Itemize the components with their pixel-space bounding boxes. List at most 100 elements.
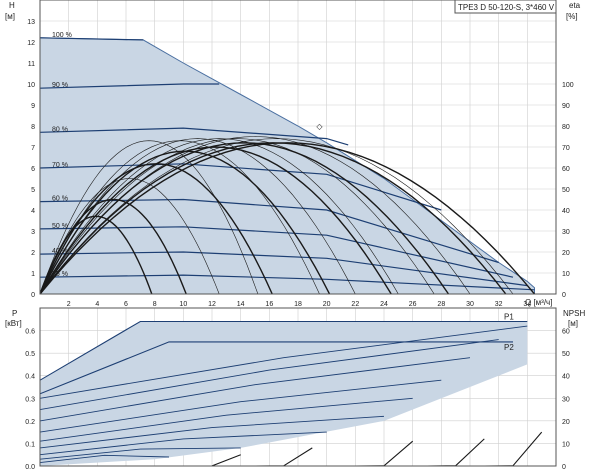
speed-label: 25 % <box>52 271 68 278</box>
y-right-tick-label: 90 <box>562 103 570 110</box>
npsh-tick-label: 20 <box>562 419 570 426</box>
speed-label: 70 % <box>52 162 68 169</box>
head-efficiency-chart: 100 %90 %80 %70 %60 %50 %40 %25 % 2 4 6 8 10… <box>5 0 581 308</box>
x-tick-label: 30 <box>466 301 474 308</box>
operating-point-marker: ◇ <box>316 122 323 131</box>
power-curve <box>40 431 327 456</box>
efficiency-curve <box>40 138 514 294</box>
x-axis-label: Q [м³/ч] <box>525 298 552 307</box>
y-right-tick-label: 30 <box>562 229 570 236</box>
speed-curve-60 <box>40 198 499 264</box>
x-axis-ticks: 2 4 6 8 10 12 14 16 18 20 22 24 26 28 30 32 34 <box>67 301 532 308</box>
power-curve <box>40 454 170 464</box>
npsh-tick-label: 0 <box>562 464 566 471</box>
power-curve <box>40 357 471 422</box>
x-tick-label: 26 <box>409 301 417 308</box>
p-axis-unit: [кВт] <box>5 319 22 328</box>
efficiency-curve <box>40 140 259 294</box>
efficiency-curve <box>40 138 435 294</box>
npsh-axis-unit: [м] <box>568 319 578 328</box>
y-right-tick-label: 60 <box>562 166 570 173</box>
x-tick-label: 16 <box>265 301 273 308</box>
speed-curve-50 <box>40 226 514 278</box>
y-right-tick-label: 40 <box>562 208 570 215</box>
speed-curve-100 <box>40 37 144 41</box>
p-tick-label: 0.0 <box>25 464 35 471</box>
p-tick-label: 0.4 <box>25 374 35 381</box>
x-tick-label: 24 <box>380 301 388 308</box>
y-left-tick-label: 11 <box>28 61 35 68</box>
speed-label: 40 % <box>52 248 68 255</box>
speed-curve-40 <box>40 251 528 287</box>
speed-label: 50 % <box>52 223 68 230</box>
power-curve <box>40 379 442 433</box>
npsh-tick-label: 50 <box>562 351 570 358</box>
series-label-P1: P1 <box>504 313 514 322</box>
y-left-tick-label: 6 <box>31 166 35 173</box>
y-left-tick-label: 1 <box>31 271 35 278</box>
y-left-tick-label: 10 <box>27 82 35 89</box>
x-tick-label: 14 <box>237 301 245 308</box>
npsh-tick-label: 10 <box>562 441 570 448</box>
power-curves <box>40 320 528 464</box>
x-tick-label: 6 <box>124 301 128 308</box>
p-tick-label: 0.6 <box>25 329 35 336</box>
y-left-tick-label: 0 <box>31 292 35 299</box>
y-left-tick-label: 8 <box>31 124 35 131</box>
x-tick-label: 8 <box>153 301 157 308</box>
p-tick-label: 0.1 <box>25 441 35 448</box>
power-curve-P1 <box>40 320 528 381</box>
x-tick-label: 10 <box>179 301 187 308</box>
x-tick-label: 12 <box>208 301 216 308</box>
speed-curves <box>40 37 536 294</box>
power-curve <box>40 325 528 399</box>
speed-curve-25 <box>40 274 535 291</box>
npsh-axis-label: NPSH <box>563 309 585 318</box>
y-right-tick-label: 80 <box>562 124 570 131</box>
y-right-tick-label: 50 <box>562 187 570 194</box>
speed-curve-70 <box>40 163 442 211</box>
efficiency-curve <box>40 138 356 294</box>
speed-curve-90 <box>40 83 220 89</box>
series-label-P2: P2 <box>504 343 514 352</box>
efficiency-curve <box>40 178 220 294</box>
x-tick-label: 20 <box>323 301 331 308</box>
y-left-tick-label: 13 <box>27 19 35 26</box>
y-right-tick-label: 100 <box>562 82 574 89</box>
p-axis-ticks: 0.0 0.1 0.2 0.3 0.4 0.5 0.6 <box>25 329 35 471</box>
y-left-tick-label: 12 <box>27 40 35 47</box>
x-tick-label: 32 <box>495 301 503 308</box>
power-npsh-chart: 0.0 0.1 0.2 0.3 0.4 0.5 0.6 0 10 20 30 40 50 60 P1 P2… <box>5 307 585 471</box>
series-labels: P1 P2 <box>504 313 514 352</box>
p-tick-label: 0.5 <box>25 351 35 358</box>
efficiency-curve <box>40 198 187 294</box>
y-left-label: H <box>9 1 15 10</box>
y-left-tick-label: 5 <box>31 187 35 194</box>
y-right-label: eta <box>569 1 581 10</box>
efficiency-curve <box>40 136 471 294</box>
power-region <box>40 321 528 466</box>
y-right-tick-label: 0 <box>562 292 566 299</box>
npsh-axis-ticks: 0 10 20 30 40 50 60 <box>562 329 570 471</box>
y-left-tick-label: 9 <box>31 103 35 110</box>
y-right-ticks: 0 10 20 30 40 50 60 70 80 90 100 <box>562 82 574 299</box>
power-curve <box>40 397 413 442</box>
y-right-tick-label: 70 <box>562 145 570 152</box>
y-left-unit: [м] <box>5 12 15 21</box>
x-tick-label: 4 <box>95 301 99 308</box>
speed-labels: 100 % 90 % 80 % 70 % 60 % 50 % 40 % 25 % <box>52 32 72 278</box>
x-tick-label: 22 <box>351 301 359 308</box>
npsh-tick-label: 60 <box>562 329 570 336</box>
x-tick-label: 2 <box>67 301 71 308</box>
bottom-plot-border <box>39 307 557 467</box>
x-tick-label: 34 <box>523 301 531 308</box>
speed-curve-80 <box>40 127 349 146</box>
speed-label: 80 % <box>52 126 68 133</box>
x-tick-label: 18 <box>294 301 302 308</box>
npsh-tick-label: 40 <box>562 374 570 381</box>
efficiency-curve <box>40 142 536 294</box>
y-left-tick-label: 4 <box>31 208 35 215</box>
speed-label: 60 % <box>52 196 68 203</box>
